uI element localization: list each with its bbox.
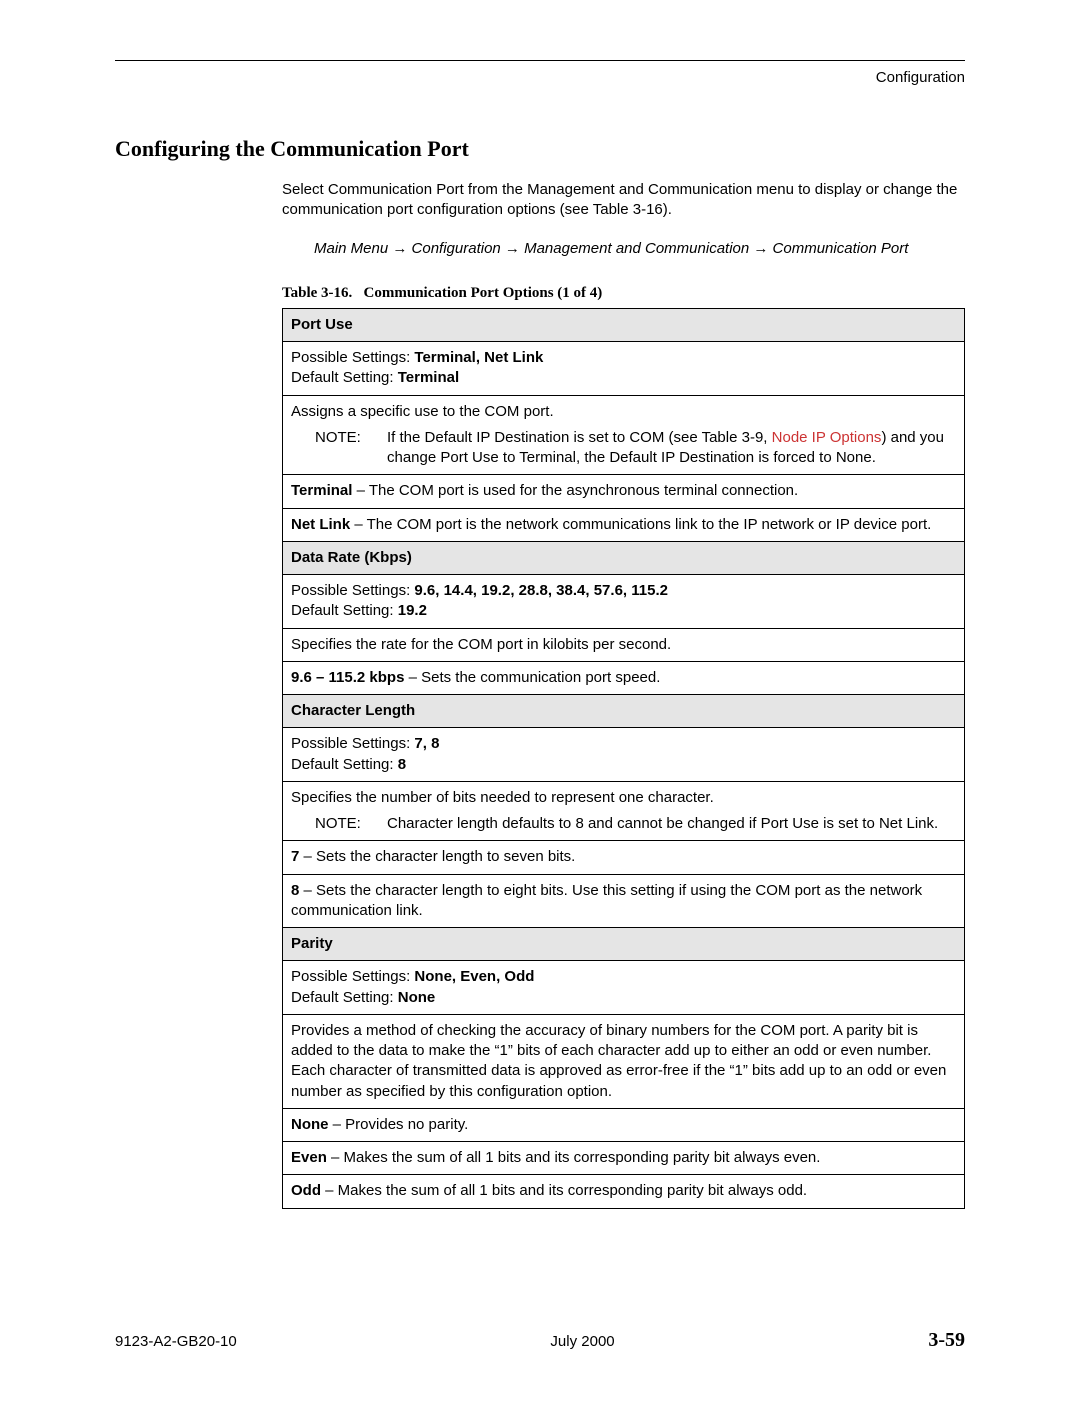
port-use-settings: Possible Settings: Terminal, Net Link De… bbox=[283, 342, 965, 396]
page-header: Configuration bbox=[115, 60, 965, 86]
section-title: Configuring the Communication Port bbox=[115, 136, 965, 162]
parity-none: None – Provides no parity. bbox=[283, 1108, 965, 1141]
node-ip-options-link[interactable]: Node IP Options bbox=[772, 429, 882, 446]
table-number: Table 3-16. bbox=[282, 285, 352, 301]
data-rate-range: 9.6 – 115.2 kbps – Sets the communicatio… bbox=[283, 661, 965, 694]
port-use-header: Port Use bbox=[283, 308, 965, 341]
parity-header: Parity bbox=[283, 928, 965, 961]
data-rate-desc: Specifies the rate for the COM port in k… bbox=[283, 628, 965, 661]
char-length-header: Character Length bbox=[283, 695, 965, 728]
parity-desc: Provides a method of checking the accura… bbox=[283, 1014, 965, 1108]
port-use-terminal: Terminal – The COM port is used for the … bbox=[283, 475, 965, 508]
menu-path: Main Menu → Configuration → Management a… bbox=[314, 239, 965, 259]
table-title: Communication Port Options (1 of 4) bbox=[364, 285, 603, 301]
char-length-desc: Specifies the number of bits needed to r… bbox=[283, 781, 965, 841]
options-table: Port Use Possible Settings: Terminal, Ne… bbox=[282, 308, 965, 1209]
page-footer: 9123-A2-GB20-10 July 2000 3-59 bbox=[115, 1329, 965, 1352]
data-rate-settings: Possible Settings: 9.6, 14.4, 19.2, 28.8… bbox=[283, 575, 965, 629]
footer-center: July 2000 bbox=[550, 1333, 614, 1350]
header-right: Configuration bbox=[876, 69, 965, 86]
port-use-desc: Assigns a specific use to the COM port. … bbox=[283, 395, 965, 475]
footer-left: 9123-A2-GB20-10 bbox=[115, 1333, 237, 1350]
port-use-netlink: Net Link – The COM port is the network c… bbox=[283, 508, 965, 541]
char-length-7: 7 – Sets the character length to seven b… bbox=[283, 841, 965, 874]
data-rate-header: Data Rate (Kbps) bbox=[283, 541, 965, 574]
parity-settings: Possible Settings: None, Even, Odd Defau… bbox=[283, 961, 965, 1015]
intro-paragraph: Select Communication Port from the Manag… bbox=[282, 180, 965, 221]
parity-even: Even – Makes the sum of all 1 bits and i… bbox=[283, 1142, 965, 1175]
parity-odd: Odd – Makes the sum of all 1 bits and it… bbox=[283, 1175, 965, 1208]
table-caption: Table 3-16. Communication Port Options (… bbox=[282, 285, 965, 302]
footer-page-number: 3-59 bbox=[928, 1329, 965, 1352]
char-length-settings: Possible Settings: 7, 8 Default Setting:… bbox=[283, 728, 965, 782]
char-length-8: 8 – Sets the character length to eight b… bbox=[283, 874, 965, 928]
